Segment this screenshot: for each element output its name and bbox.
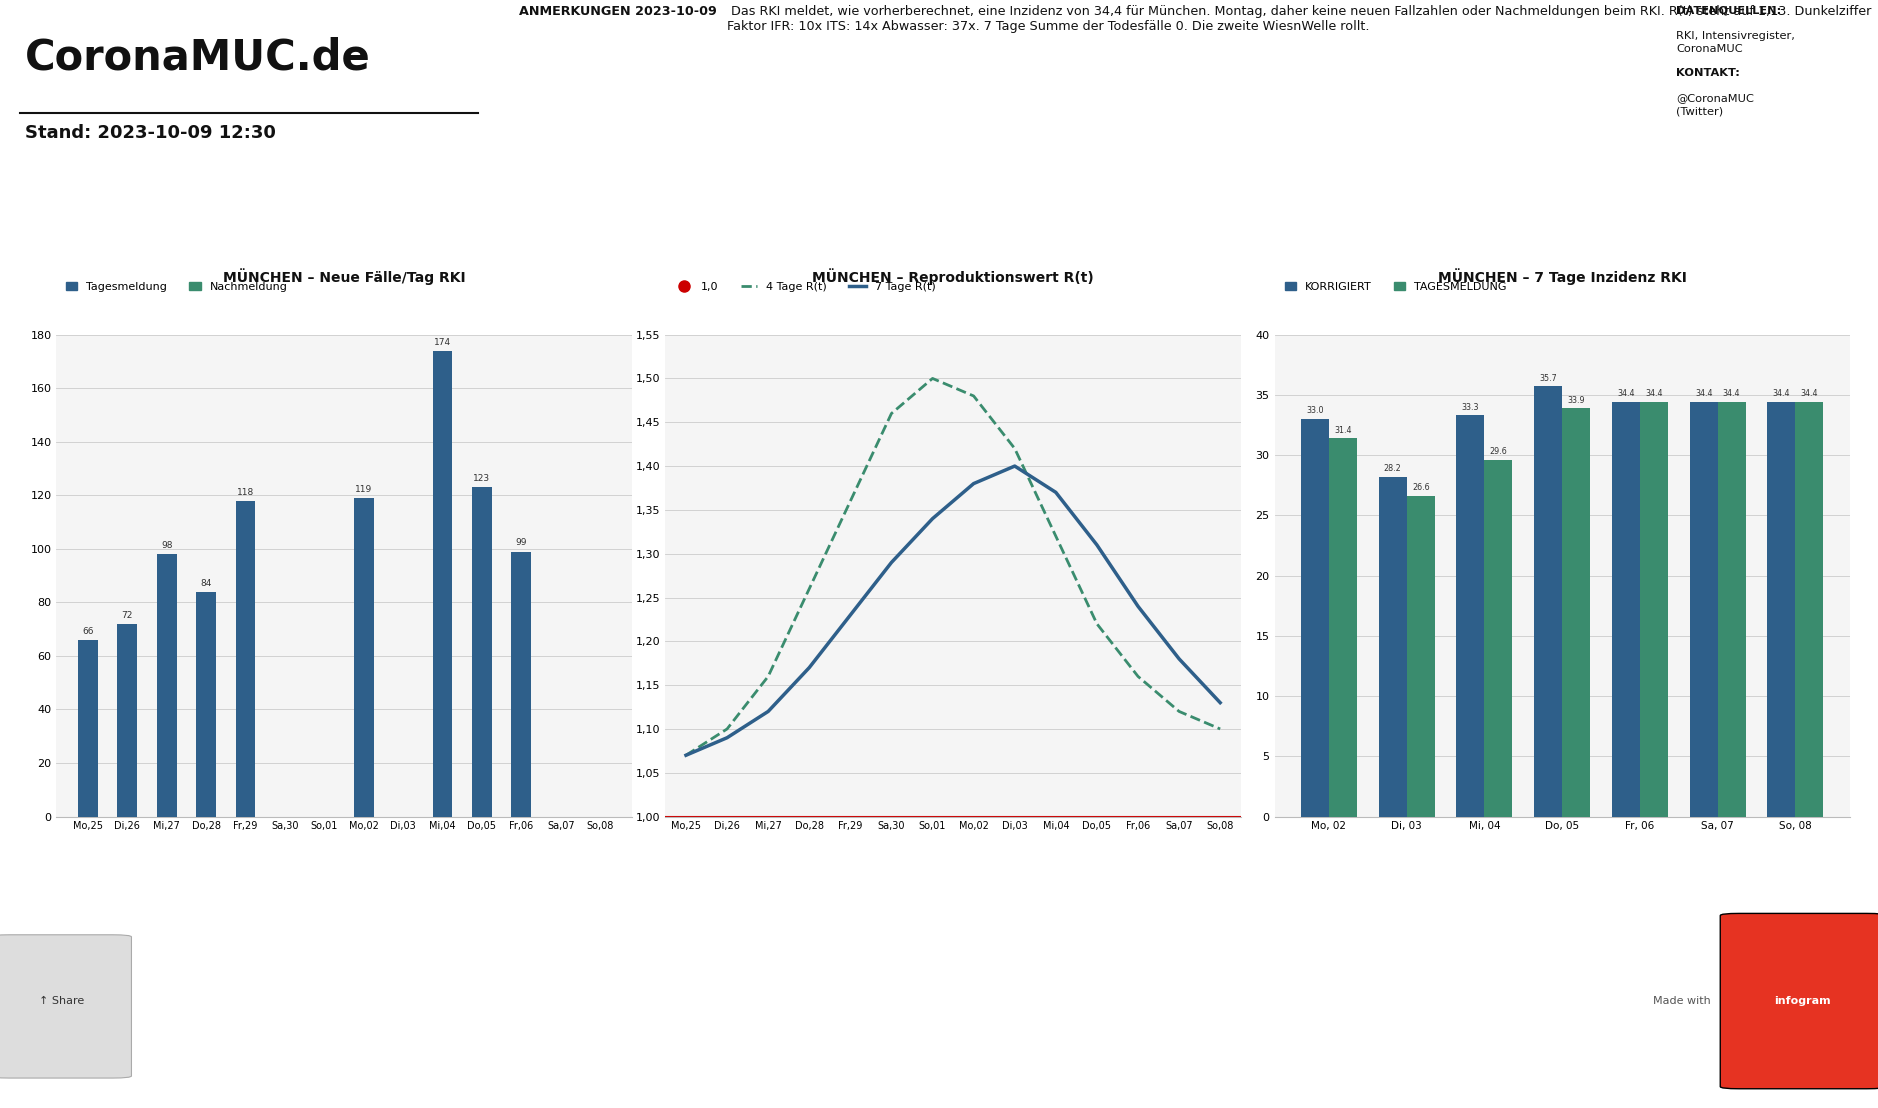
Text: Made with: Made with [1653,996,1711,1006]
Text: RKI, Intensivregister,
CoronaMUC: RKI, Intensivregister, CoronaMUC [1677,31,1795,54]
Bar [1611,402,1639,817]
FancyBboxPatch shape [0,935,131,1078]
Legend: KORRIGIERT, TAGESMELDUNG: KORRIGIERT, TAGESMELDUNG [1281,277,1510,297]
Bar [1767,402,1795,817]
Bar [1534,387,1562,817]
Title: MÜNCHEN – Neue Fälle/Tag RKI: MÜNCHEN – Neue Fälle/Tag RKI [223,268,466,285]
Text: 35.7: 35.7 [1540,373,1557,383]
Bar [1330,439,1358,817]
Text: BESTÄTIGTE FÄLLE: BESTÄTIGTE FÄLLE [100,188,212,198]
Bar [511,552,531,817]
Bar [1457,416,1484,817]
Text: 98: 98 [162,541,173,551]
Text: Täglich: Täglich [1388,301,1429,311]
Text: 66: 66 [83,627,94,636]
Bar [1562,408,1591,817]
Text: DUNKELZIFFER FAKTOR: DUNKELZIFFER FAKTOR [1024,188,1168,198]
Text: 119: 119 [355,485,372,494]
Text: Quelle: CoronaMUC: Quelle: CoronaMUC [1354,283,1463,294]
Text: 17: 17 [687,215,740,250]
Text: VERÄNDERUNG: VERÄNDERUNG [809,283,894,294]
Text: MÜNCHEN: MÜNCHEN [685,283,742,294]
Text: 34.4: 34.4 [1773,390,1790,399]
Text: 33.9: 33.9 [1568,396,1585,404]
Bar [1690,402,1718,817]
Text: ↑ Share: ↑ Share [39,996,85,1006]
Text: REPRODUKTIONSWERT: REPRODUKTIONSWERT [1339,188,1478,198]
Text: 34,4: 34,4 [1673,214,1769,252]
Bar [1378,476,1407,817]
Bar [471,488,492,817]
Bar [1718,402,1747,817]
Text: 10/14/37: 10/14/37 [1014,216,1178,249]
Text: 34.4: 34.4 [1617,390,1634,399]
Text: Das RKI meldet, wie vorherberechnet, eine Inzidenz von 34,4 für München. Montag,: Das RKI meldet, wie vorherberechnet, ein… [727,6,1870,33]
Bar [1795,402,1824,817]
Text: Täglich: Täglich [1076,301,1116,311]
Bar [118,624,137,817]
Text: KONTAKT:: KONTAKT: [1677,68,1741,78]
Text: Täglich: Täglich [762,301,802,311]
Text: 34.4: 34.4 [1696,390,1713,399]
FancyBboxPatch shape [1720,913,1878,1089]
Text: 34.4: 34.4 [1645,390,1662,399]
Bar [353,497,374,817]
Text: Di–Sa.*: Di–Sa.* [449,301,490,311]
Text: 118: 118 [237,488,254,496]
Bar [1301,419,1330,817]
Bar [79,640,98,817]
Bar [1639,402,1668,817]
Text: 174: 174 [434,338,451,347]
Text: CoronaMUC.de: CoronaMUC.de [24,37,370,79]
Text: * RKI Zahlen zu Inzidenz, Fallzahlen, Nachmeldungen und Todesfällen: Dienstag bi: * RKI Zahlen zu Inzidenz, Fallzahlen, Na… [443,854,1435,870]
Text: INTENSIVBETTENBELEGUNG: INTENSIVBETTENBELEGUNG [697,188,868,198]
Text: 84: 84 [201,578,212,587]
Text: 34.4: 34.4 [1801,390,1818,399]
Text: k.A.: k.A. [113,214,199,252]
Text: 26.6: 26.6 [1412,483,1429,492]
Text: @CoronaMUC
(Twitter): @CoronaMUC (Twitter) [1677,93,1754,116]
Text: Gesamt: 2.655: Gesamt: 2.655 [428,283,511,294]
Bar [1407,496,1435,817]
Text: Stand: 2023-10-09 12:30: Stand: 2023-10-09 12:30 [24,124,276,142]
Text: +/-0: +/-0 [808,215,894,250]
Text: DATENQUELLEN:: DATENQUELLEN: [1677,6,1782,16]
Text: 33.0: 33.0 [1307,407,1324,416]
Text: INZIDENZ RKI: INZIDENZ RKI [1681,188,1763,198]
Text: infogram: infogram [1775,996,1831,1006]
Legend: Tagesmeldung, Nachmeldung: Tagesmeldung, Nachmeldung [62,277,291,297]
Text: 29.6: 29.6 [1489,448,1508,456]
Text: Di–Sa.*: Di–Sa.* [1701,301,1741,311]
Bar [235,501,255,817]
Text: IFR/ITS/Abwasser basiert: IFR/ITS/Abwasser basiert [1025,283,1166,294]
Text: Gesamt: 723.744: Gesamt: 723.744 [109,283,205,294]
Text: 34.4: 34.4 [1722,390,1741,399]
Text: 99: 99 [516,538,528,547]
Text: k.A.: k.A. [426,214,513,252]
Text: 28.2: 28.2 [1384,464,1401,473]
Text: 1,13 ▼: 1,13 ▼ [1339,214,1478,252]
Bar [432,350,453,817]
Text: Di–Sa.*: Di–Sa.* [137,301,177,311]
Text: TODESFÄLLE: TODESFÄLLE [432,188,507,198]
Text: 123: 123 [473,474,490,483]
Legend: 1,0, 4 Tage R(t), 7 Tage R(t): 1,0, 4 Tage R(t), 7 Tage R(t) [670,277,941,297]
Bar [1484,460,1512,817]
Bar [158,554,177,817]
Text: 33.3: 33.3 [1461,402,1480,412]
Bar [195,592,216,817]
Text: 31.4: 31.4 [1333,425,1352,434]
Text: ANMERKUNGEN 2023-10-09: ANMERKUNGEN 2023-10-09 [518,6,717,19]
Title: MÜNCHEN – Reproduktionswert R(t): MÜNCHEN – Reproduktionswert R(t) [811,268,1095,285]
Text: 72: 72 [122,611,133,619]
Title: MÜNCHEN – 7 Tage Inzidenz RKI: MÜNCHEN – 7 Tage Inzidenz RKI [1439,268,1686,285]
